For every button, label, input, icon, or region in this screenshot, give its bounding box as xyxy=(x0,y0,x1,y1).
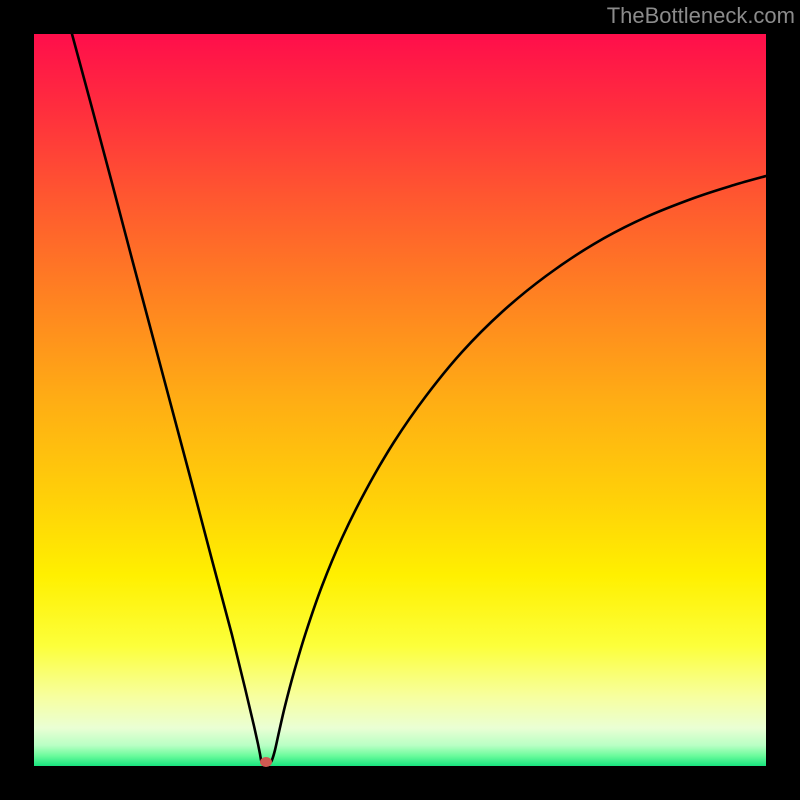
optimal-point-marker xyxy=(260,757,272,767)
plot-background xyxy=(34,34,766,766)
bottleneck-chart xyxy=(0,0,800,800)
figure-container: TheBottleneck.com xyxy=(0,0,800,800)
watermark-text: TheBottleneck.com xyxy=(607,3,795,29)
